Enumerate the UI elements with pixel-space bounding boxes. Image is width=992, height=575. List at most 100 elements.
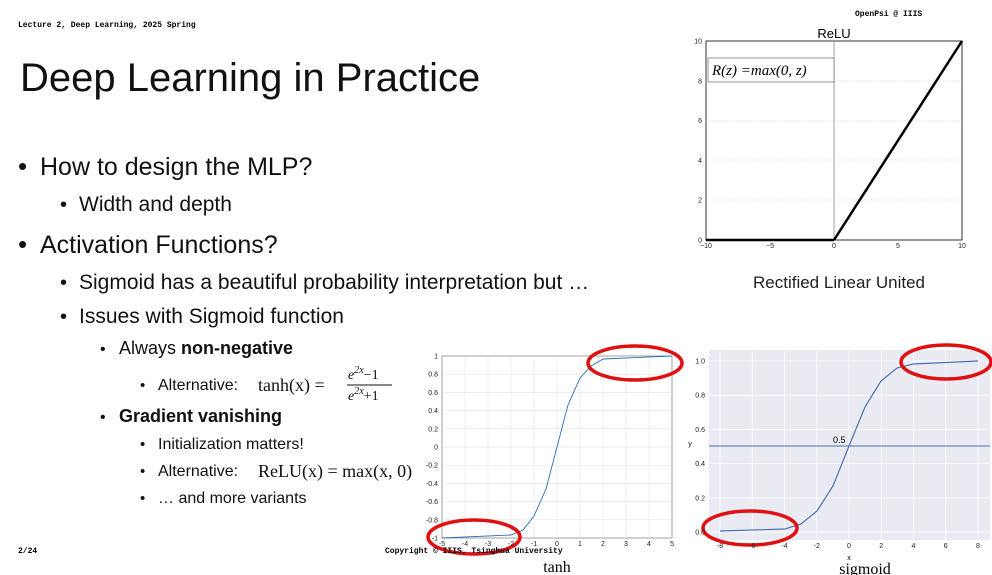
x-tick-label: -4	[781, 543, 787, 550]
bullet: •	[140, 436, 145, 453]
item: Initialization matters!	[158, 436, 304, 453]
y-tick-label: 0.2	[428, 426, 438, 433]
item: … and more variants	[158, 490, 307, 507]
x-tick-label: -1	[531, 541, 537, 548]
bullet: •	[18, 229, 27, 259]
y-tick-label: 1	[434, 354, 438, 361]
x-axis-label: x	[847, 555, 851, 562]
item: Width and depth	[79, 193, 232, 216]
math: 2x	[354, 386, 364, 397]
bold-text: non-negative	[181, 338, 293, 358]
math: e2x+1	[348, 386, 379, 404]
x-tick-label: 3	[624, 541, 628, 548]
y-axis-label: y	[688, 441, 692, 448]
bullet: •	[140, 463, 145, 480]
math: tanh(x) =	[258, 375, 325, 396]
y-tick-label: 0.8	[428, 372, 438, 379]
item: Activation Functions?	[40, 231, 278, 259]
bullet: •	[100, 341, 106, 358]
outline: • How to design the MLP? • Width and dep…	[18, 151, 589, 507]
item: Alternative:	[158, 463, 238, 480]
x-tick-label: -4	[462, 541, 468, 548]
y-tick-label: 0.4	[695, 461, 705, 468]
math: e2x−1	[348, 365, 379, 383]
brand: OpenPsi @ IIIS	[855, 10, 922, 19]
formula-box	[707, 57, 835, 83]
bullet: •	[60, 306, 67, 328]
bullet: •	[60, 272, 67, 294]
plot-title: ReLU	[817, 26, 850, 41]
annotation: 0.5	[833, 435, 846, 445]
y-tick-label: 1.0	[695, 359, 705, 366]
y-tick-label: 10	[694, 39, 702, 46]
y-tick-label: -1	[432, 536, 438, 543]
highlight	[701, 509, 799, 547]
x-tick-label: -6	[749, 543, 755, 550]
x-tick-label: 4	[647, 541, 651, 548]
math: 2x	[354, 365, 364, 376]
bullet: •	[18, 151, 27, 181]
y-tick-label: 0.0	[695, 530, 705, 537]
y-tick-label: -0.2	[426, 463, 438, 470]
y-tick-label: 0	[434, 445, 438, 452]
x-tick-label: 0	[847, 543, 851, 550]
bullet: •	[140, 490, 145, 507]
y-tick-label: 0.6	[428, 390, 438, 397]
caption: tanh	[543, 559, 571, 575]
grid	[441, 355, 673, 539]
bullet: •	[140, 377, 145, 394]
formula: R(z) =max(0, z)	[711, 63, 807, 79]
y-tick-label: 0.4	[428, 408, 438, 415]
x-tick-label: −5	[766, 243, 774, 250]
x-tick-label: 5	[670, 541, 674, 548]
x-tick-label: 2	[879, 543, 883, 550]
x-tick-label: 2	[601, 541, 605, 548]
caption: Rectified Linear United	[753, 273, 925, 292]
x-tick-label: 10	[958, 243, 966, 250]
math: e	[348, 389, 354, 404]
highlight	[899, 343, 992, 381]
item: Issues with Sigmoid function	[79, 305, 344, 328]
page-number: 2/24	[18, 547, 37, 556]
item: Sigmoid has a beautiful probability inte…	[79, 271, 589, 294]
y-tick-label: 0.2	[695, 495, 705, 502]
math: −1	[364, 368, 379, 383]
text: Always	[119, 338, 176, 358]
math: e	[348, 368, 354, 383]
item: How to design the MLP?	[40, 153, 312, 181]
x-tick-label: -5	[439, 541, 445, 548]
math: ReLU(x) = max(x, 0)	[258, 461, 412, 482]
x-tick-label: −10	[700, 243, 712, 250]
highlight	[586, 344, 684, 382]
caption: sigmoid	[839, 561, 891, 575]
y-tick-label: 0	[698, 238, 702, 245]
x-tick-label: 6	[944, 543, 948, 550]
y-tick-label: 6	[698, 118, 702, 125]
x-tick-label: 4	[912, 543, 916, 550]
y-tick-label: -0.6	[426, 499, 438, 506]
y-tick-label: 0.8	[695, 393, 705, 400]
item: Gradient vanishing	[119, 406, 282, 426]
x-tick-label: 0	[555, 541, 559, 548]
bullet: •	[100, 409, 106, 426]
y-tick-label: 4	[698, 158, 702, 165]
course: Lecture 2, Deep Learning, 2025 Spring	[18, 21, 196, 30]
y-tick-label: -0.8	[426, 517, 438, 524]
x-tick-label: -2	[814, 543, 820, 550]
copyright: Copyright © IIIS, Tsinghua University	[385, 547, 563, 556]
y-tick-label: -0.4	[426, 481, 438, 488]
y-tick-label: 2	[698, 198, 702, 205]
x-tick-label: -8	[717, 543, 723, 550]
x-tick-label: 0	[832, 243, 836, 250]
x-tick-label: 8	[976, 543, 980, 550]
y-tick-label: 0.6	[695, 427, 705, 434]
highlight	[426, 518, 522, 556]
relu-figure: ReLU R(z) =max(0, z) Rectified Linear Un…	[705, 26, 964, 292]
x-tick-label: 1	[578, 541, 582, 548]
x-tick-label: -2	[508, 541, 514, 548]
math: +1	[364, 389, 379, 404]
item: Always non-negative	[119, 338, 293, 358]
x-tick-label: -3	[485, 541, 491, 548]
